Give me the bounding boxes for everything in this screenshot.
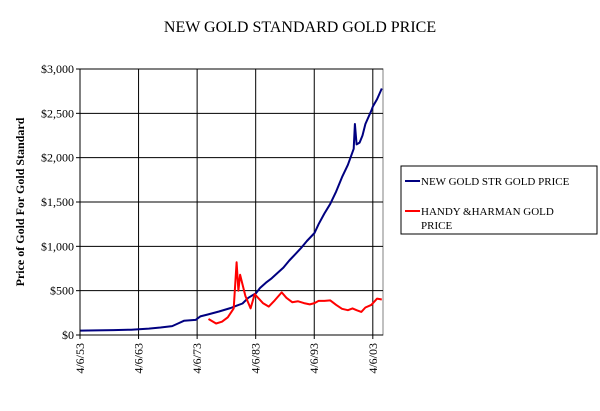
plot-area [79, 68, 384, 336]
series-line-0 [80, 88, 383, 332]
x-tick-label: 4/6/63 [132, 343, 146, 374]
x-tick-label: 4/6/93 [307, 343, 321, 374]
vertical-gridlines [138, 69, 374, 335]
x-tick-label: 4/6/83 [249, 343, 263, 374]
series-lines [80, 88, 383, 332]
y-axis-ticks: $0 $500 $1,000 $1,500 $2,000 $2,500 $3,000 [41, 62, 80, 342]
y-tick-label: $2,500 [41, 106, 74, 120]
y-tick-label: $1,500 [41, 195, 74, 209]
series-line-1 [207, 261, 382, 325]
legend-label-handy-harman: HANDY &HARMAN GOLD PRICE [421, 206, 557, 232]
chart-title: NEW GOLD STANDARD GOLD PRICE [164, 19, 436, 36]
y-tick-label: $1,000 [41, 239, 74, 253]
x-tick-label: 4/6/53 [73, 343, 87, 374]
legend-label-new-gold-standard: NEW GOLD STR GOLD PRICE [421, 176, 570, 188]
y-tick-label: $0 [62, 328, 74, 342]
y-axis-label: Price of Gold For Gold Standard [13, 117, 27, 286]
x-axis-ticks: 4/6/53 4/6/63 4/6/73 4/6/83 4/6/93 4/6/03 [73, 335, 380, 374]
horizontal-gridlines [80, 68, 383, 292]
y-tick-label: $2,000 [41, 151, 74, 165]
legend-box [400, 165, 598, 235]
x-tick-label: 4/6/03 [366, 343, 380, 374]
y-tick-label: $3,000 [41, 62, 74, 76]
x-tick-label: 4/6/73 [190, 343, 204, 374]
legend: NEW GOLD STR GOLD PRICE HANDY &HARMAN GO… [400, 165, 598, 235]
y-tick-label: $500 [50, 284, 74, 298]
